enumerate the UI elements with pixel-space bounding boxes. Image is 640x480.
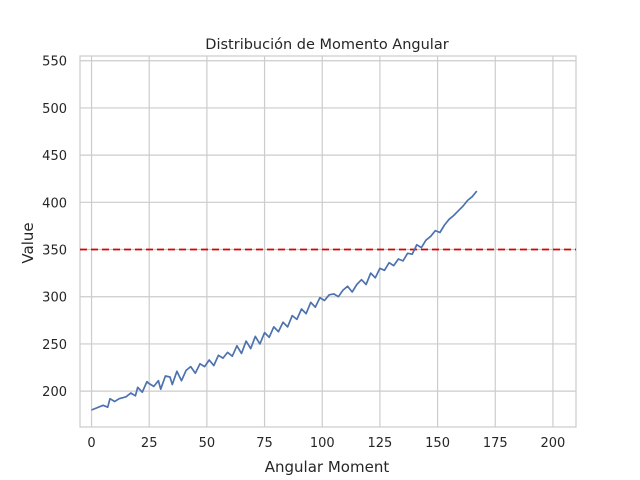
y-tick-label: 400 [42, 196, 67, 211]
x-tick-label: 150 [425, 436, 450, 451]
plot-frame [79, 55, 577, 428]
y-tick-label: 300 [42, 291, 67, 306]
y-tick-label: 200 [42, 385, 67, 400]
x-tick-label: 175 [483, 436, 508, 451]
y-tick-label: 500 [42, 102, 67, 117]
y-tick-label: 550 [42, 55, 67, 70]
x-tick-label: 200 [541, 436, 566, 451]
x-tick-label: 75 [256, 436, 273, 451]
x-axis-ticks: 0 25 50 75 100 125 150 175 200 [87, 436, 565, 451]
x-tick-label: 0 [87, 436, 95, 451]
y-axis-label: Value [19, 222, 37, 263]
y-tick-label: 250 [42, 338, 67, 353]
y-tick-label: 350 [42, 244, 67, 259]
series-line [91, 190, 478, 411]
y-axis-ticks: 200 250 300 350 400 450 500 550 [42, 55, 67, 400]
x-tick-label: 100 [310, 436, 335, 451]
y-tick-label: 450 [42, 149, 67, 164]
gridlines [80, 56, 576, 427]
chart-title: Distribución de Momento Angular [205, 37, 448, 53]
x-axis-label: Angular Moment [265, 458, 390, 476]
x-tick-label: 125 [367, 436, 392, 451]
x-tick-label: 25 [141, 436, 158, 451]
x-tick-label: 50 [199, 436, 216, 451]
